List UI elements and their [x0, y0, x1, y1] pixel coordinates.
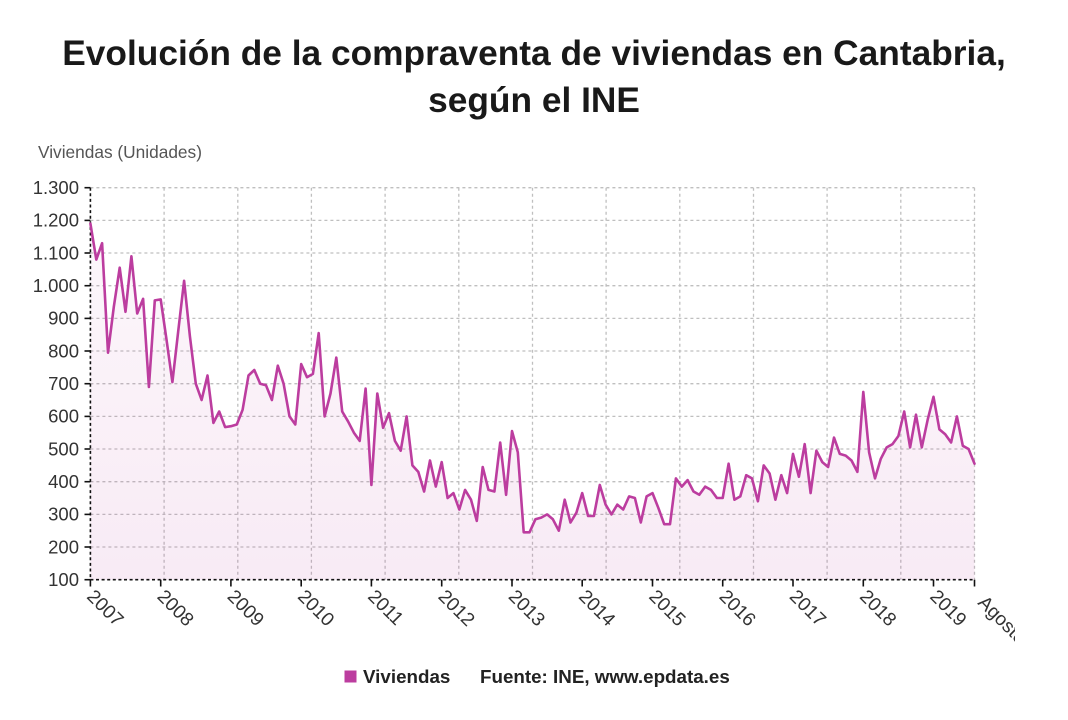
svg-text:1.000: 1.000 — [33, 275, 79, 296]
svg-text:700: 700 — [48, 373, 79, 394]
svg-text:500: 500 — [48, 438, 79, 459]
svg-text:100: 100 — [48, 569, 79, 590]
svg-text:Viviendas: Viviendas — [363, 666, 450, 687]
svg-text:2010: 2010 — [293, 586, 338, 631]
svg-text:400: 400 — [48, 471, 79, 492]
svg-text:2019: 2019 — [925, 586, 970, 631]
svg-text:2012: 2012 — [434, 586, 479, 631]
svg-text:según el INE: según el INE — [428, 81, 640, 120]
svg-text:200: 200 — [48, 536, 79, 557]
svg-text:2016: 2016 — [715, 586, 760, 631]
svg-text:800: 800 — [48, 340, 79, 361]
svg-text:2014: 2014 — [574, 586, 619, 631]
svg-text:Viviendas (Unidades): Viviendas (Unidades) — [38, 142, 202, 162]
svg-text:1.300: 1.300 — [33, 177, 79, 198]
svg-text:2013: 2013 — [504, 586, 549, 631]
svg-text:2007: 2007 — [82, 586, 127, 631]
svg-text:900: 900 — [48, 308, 79, 329]
svg-text:1.200: 1.200 — [33, 210, 79, 231]
svg-text:2009: 2009 — [223, 586, 268, 631]
svg-text:2008: 2008 — [153, 586, 198, 631]
svg-text:Evolución de la compraventa de: Evolución de la compraventa de viviendas… — [62, 34, 1006, 73]
svg-text:2015: 2015 — [644, 586, 689, 631]
svg-text:300: 300 — [48, 504, 79, 525]
svg-text:2011: 2011 — [363, 586, 407, 630]
svg-text:2017: 2017 — [785, 586, 830, 631]
svg-text:1.100: 1.100 — [33, 242, 79, 263]
svg-text:600: 600 — [48, 406, 79, 427]
svg-text:Agosto: Agosto — [973, 592, 1030, 649]
svg-text:2018: 2018 — [855, 586, 900, 631]
svg-text:Fuente: INE, www.epdata.es: Fuente: INE, www.epdata.es — [480, 666, 730, 687]
